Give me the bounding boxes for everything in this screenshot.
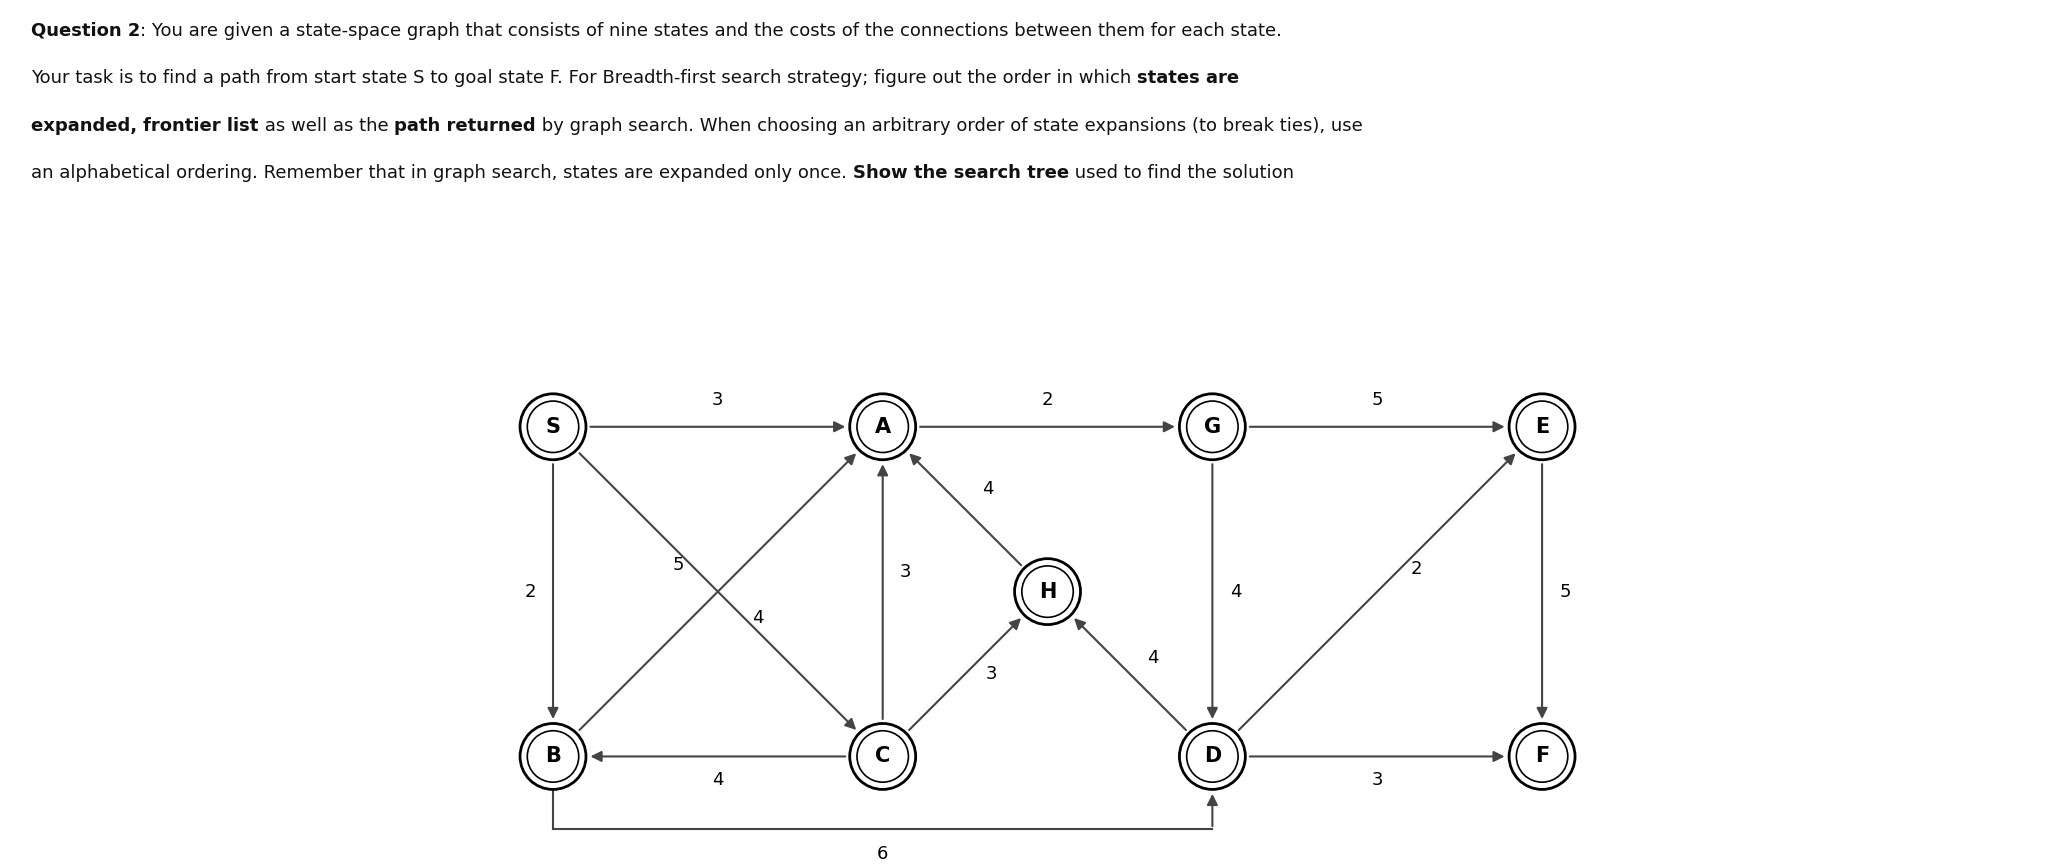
Text: used to find the solution: used to find the solution xyxy=(1068,164,1294,182)
Text: 2: 2 xyxy=(1041,391,1054,410)
Text: 2: 2 xyxy=(1411,560,1423,577)
Circle shape xyxy=(1179,394,1245,460)
Text: 5: 5 xyxy=(1559,582,1571,600)
Text: 4: 4 xyxy=(713,771,723,789)
Text: S: S xyxy=(546,416,561,437)
Text: E: E xyxy=(1534,416,1549,437)
Text: as well as the: as well as the xyxy=(259,117,394,135)
Text: Show the search tree: Show the search tree xyxy=(852,164,1068,182)
Text: H: H xyxy=(1039,581,1056,601)
Text: Question 2: Question 2 xyxy=(31,22,140,40)
Text: frontier list: frontier list xyxy=(144,117,259,135)
Circle shape xyxy=(850,723,916,790)
Text: Your task is to find a path from start state S to goal state F. For Breadth-firs: Your task is to find a path from start s… xyxy=(31,69,1136,87)
Text: expanded,: expanded, xyxy=(31,117,144,135)
Text: 4: 4 xyxy=(1148,649,1158,666)
Text: 6: 6 xyxy=(877,846,889,863)
Circle shape xyxy=(1015,559,1080,625)
Circle shape xyxy=(520,723,585,790)
Text: 4: 4 xyxy=(1230,582,1241,600)
Text: 4: 4 xyxy=(982,480,994,499)
Circle shape xyxy=(1510,394,1575,460)
Text: F: F xyxy=(1534,746,1549,766)
Text: G: G xyxy=(1204,416,1220,437)
Text: 3: 3 xyxy=(986,665,998,683)
Text: 5: 5 xyxy=(672,556,684,575)
Circle shape xyxy=(520,394,585,460)
Text: an alphabetical ordering. Remember that in graph search, states are expanded onl: an alphabetical ordering. Remember that … xyxy=(31,164,852,182)
Text: 2: 2 xyxy=(524,582,536,600)
Text: 3: 3 xyxy=(1372,771,1382,789)
Text: C: C xyxy=(875,746,889,766)
Text: : You are given a state-space graph that consists of nine states and the costs o: : You are given a state-space graph that… xyxy=(140,22,1282,40)
Circle shape xyxy=(850,394,916,460)
Circle shape xyxy=(1510,723,1575,790)
Circle shape xyxy=(1179,723,1245,790)
Text: D: D xyxy=(1204,746,1220,766)
Text: 5: 5 xyxy=(1372,391,1382,410)
Text: A: A xyxy=(875,416,891,437)
Text: 4: 4 xyxy=(752,609,764,627)
Text: 3: 3 xyxy=(900,562,912,581)
Text: path returned: path returned xyxy=(394,117,536,135)
Text: B: B xyxy=(544,746,561,766)
Text: states are: states are xyxy=(1136,69,1239,87)
Text: by graph search. When choosing an arbitrary order of state expansions (to break : by graph search. When choosing an arbitr… xyxy=(536,117,1362,135)
Text: 3: 3 xyxy=(713,391,723,410)
